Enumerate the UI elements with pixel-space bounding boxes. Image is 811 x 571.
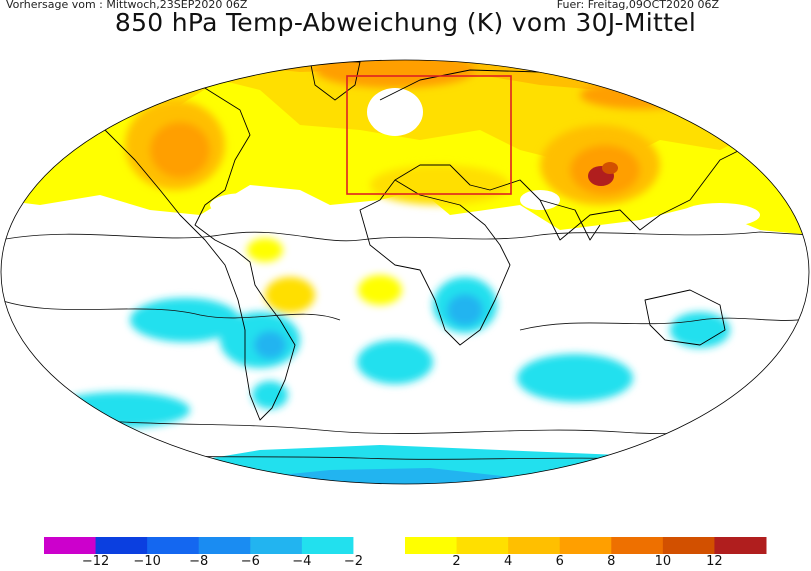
legend-tick-label: 4 xyxy=(504,554,513,569)
antarctic-cold-band xyxy=(140,440,760,484)
legend-tick-label: 6 xyxy=(555,554,564,569)
legend-swatch xyxy=(405,537,458,554)
legend-tick-label: −2 xyxy=(343,554,364,569)
legend-swatch xyxy=(714,537,767,554)
legend-swatch xyxy=(250,537,303,554)
legend-tick-label: −8 xyxy=(189,554,209,569)
forecast-run-info: Vorhersage vom : Mittwoch,23SEP2020 06Z xyxy=(6,0,248,11)
legend-swatch xyxy=(44,537,97,554)
legend-swatch xyxy=(611,537,664,554)
legend-swatch xyxy=(456,537,509,554)
color-legend xyxy=(44,537,767,554)
legend-swatch xyxy=(95,537,148,554)
europe-highlight-box xyxy=(346,75,512,195)
antarctic-cold-core xyxy=(230,468,520,484)
legend-tick-label: 10 xyxy=(654,554,672,569)
legend-tick-label: −10 xyxy=(133,554,161,569)
map-globe xyxy=(1,60,809,484)
legend-swatch xyxy=(508,537,561,554)
legend-tick-label: −4 xyxy=(292,554,312,569)
valid-time-info: Fuer: Freitag,09OCT2020 06Z xyxy=(556,0,719,11)
legend-tick-label: 8 xyxy=(607,554,616,569)
legend-tick-label: 2 xyxy=(452,554,461,569)
legend-tick-label: 12 xyxy=(706,554,723,569)
legend-swatch xyxy=(353,537,406,554)
map-title: 850 hPa Temp-Abweichung (K) vom 30J-Mitt… xyxy=(114,8,697,37)
legend-swatch xyxy=(662,537,715,554)
legend-swatch xyxy=(559,537,612,554)
legend-swatch xyxy=(198,537,251,554)
legend-tick-label: −12 xyxy=(81,554,110,569)
legend-swatch xyxy=(301,537,354,554)
legend-tick-label: −6 xyxy=(240,554,260,569)
legend-swatch xyxy=(147,537,200,554)
globe-outline xyxy=(0,59,810,485)
